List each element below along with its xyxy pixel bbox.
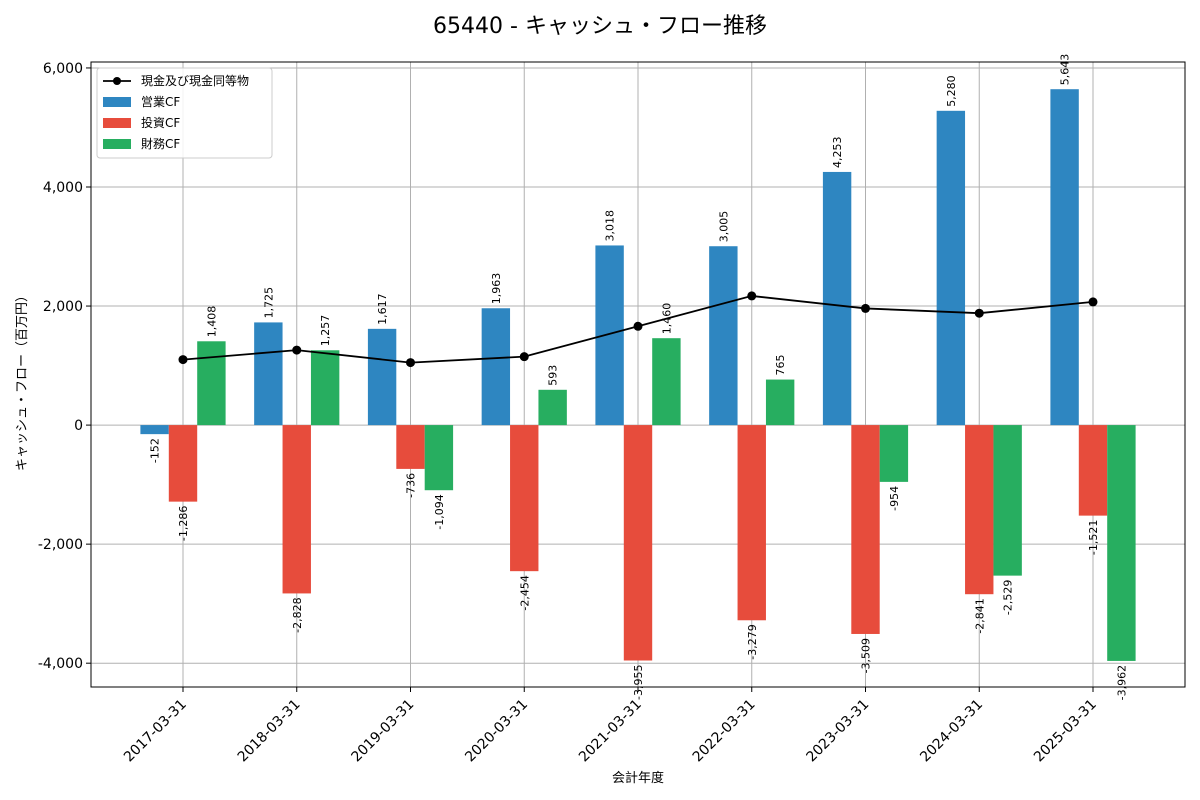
bar-投資CF <box>282 425 311 594</box>
legend-box <box>96 67 273 159</box>
chart-title: 65440 - キャッシュ・フロー推移 <box>433 14 767 39</box>
legend-entry: 営業CF <box>141 95 180 109</box>
bar-投資CF <box>168 425 198 502</box>
bar-value-label: 1,408 <box>205 306 218 338</box>
y-tick-label: -2,000 <box>38 537 83 553</box>
cash-point <box>178 355 188 365</box>
bar-営業CF <box>481 308 511 426</box>
cash-point <box>861 303 870 313</box>
bar-財務CF <box>197 341 226 426</box>
bar-投資CF <box>510 425 539 572</box>
bar-営業CF <box>595 245 624 426</box>
bar-value-label: 3,005 <box>717 211 730 243</box>
bar-value-label: 1,460 <box>660 303 673 335</box>
bar-value-label: 3,018 <box>604 210 617 242</box>
bar-value-label: 5,643 <box>1059 54 1072 86</box>
bar-value-label: 1,725 <box>262 287 275 319</box>
bar-value-label: -2,454 <box>518 575 531 610</box>
bar-value-label: 765 <box>774 355 787 376</box>
bar-財務CF <box>879 425 909 482</box>
legend-entry: 財務CF <box>141 136 180 151</box>
bar-value-label: 1,963 <box>490 273 503 305</box>
bar-投資CF <box>851 425 880 634</box>
x-tick-label: 2021-03-31 <box>576 697 645 766</box>
bar-営業CF <box>822 171 852 426</box>
bar-value-label: -3,962 <box>1115 665 1128 700</box>
legend-bar-swatch <box>103 118 131 128</box>
cash-point <box>519 352 529 362</box>
bar-財務CF <box>310 350 340 426</box>
cash-point <box>292 345 302 355</box>
bar-財務CF <box>424 425 454 491</box>
bar-value-label: -152 <box>149 438 162 463</box>
bar-value-label: -1,521 <box>1087 520 1100 555</box>
bar-営業CF <box>140 425 169 435</box>
bar-営業CF <box>1050 89 1079 426</box>
bar-value-label: 4,253 <box>831 136 844 168</box>
bar-投資CF <box>623 425 653 661</box>
cash-point <box>974 308 984 318</box>
bar-投資CF <box>1078 425 1108 516</box>
y-tick-label: 2,000 <box>43 299 83 315</box>
cash-point <box>747 291 757 301</box>
cash-point <box>406 358 415 368</box>
x-tick-label: 2019-03-31 <box>348 697 417 766</box>
bar-財務CF <box>652 338 681 426</box>
x-tick-label: 2018-03-31 <box>235 697 304 766</box>
bar-value-label: -736 <box>405 473 418 498</box>
bar-投資CF <box>737 425 766 621</box>
bar-value-label: -1,286 <box>177 506 190 541</box>
x-tick-label: 2025-03-31 <box>1031 697 1100 766</box>
bar-財務CF <box>765 379 795 426</box>
y-axis-label: キャッシュ・フロー（百万円） <box>15 289 30 471</box>
bar-value-label: -1,094 <box>433 494 446 529</box>
bar-投資CF <box>396 425 425 469</box>
legend-bar-swatch <box>103 139 131 149</box>
bar-value-label: -3,509 <box>860 638 873 673</box>
x-tick-label: 2022-03-31 <box>690 697 759 766</box>
cash-point <box>1088 297 1098 307</box>
bar-営業CF <box>254 322 283 426</box>
bar-value-label: -2,529 <box>1002 580 1015 615</box>
bar-value-label: 1,257 <box>319 315 332 347</box>
bar-value-label: 593 <box>547 365 560 386</box>
legend-marker <box>113 77 121 85</box>
y-tick-label: 6,000 <box>43 61 83 77</box>
bar-財務CF <box>538 389 567 426</box>
legend-entry: 投資CF <box>141 115 180 130</box>
y-tick-label: 0 <box>74 418 83 434</box>
bar-value-label: -3,279 <box>746 624 759 659</box>
bar-value-label: -3,955 <box>632 665 645 700</box>
bar-value-label: -2,828 <box>291 597 304 632</box>
y-tick-label: -4,000 <box>38 656 83 672</box>
x-tick-label: 2023-03-31 <box>803 697 872 766</box>
bar-value-label: 1,617 <box>376 293 389 325</box>
line-layer <box>178 291 1098 368</box>
cash-point <box>633 321 643 331</box>
bar-営業CF <box>367 328 397 426</box>
bar-営業CF <box>936 110 966 426</box>
bar-投資CF <box>965 425 994 595</box>
bar-value-label: 5,280 <box>945 75 958 107</box>
y-tick-label: 4,000 <box>43 180 83 196</box>
bar-財務CF <box>993 425 1022 576</box>
bar-value-label: -954 <box>888 486 901 511</box>
legend-entry: 現金及び現金同等物 <box>141 73 249 88</box>
bar-営業CF <box>709 246 738 426</box>
x-axis-label: 会計年度 <box>612 770 664 786</box>
bar-value-label: -2,841 <box>973 598 986 633</box>
bar-財務CF <box>1107 425 1136 661</box>
bars-layer <box>140 89 1136 661</box>
legend-bar-swatch <box>103 97 131 107</box>
x-tick-label: 2020-03-31 <box>462 697 531 766</box>
x-tick-label: 2024-03-31 <box>917 697 986 766</box>
x-tick-label: 2017-03-31 <box>121 697 190 766</box>
